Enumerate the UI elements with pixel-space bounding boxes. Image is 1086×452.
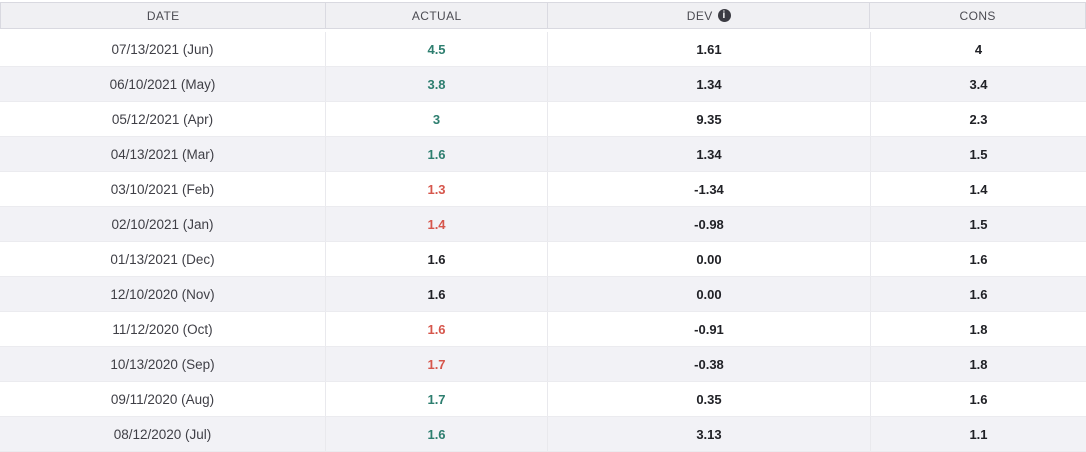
column-header-date: DATE (1, 3, 325, 28)
table-row: 07/13/2021 (Jun) 4.5 1.61 4 (0, 32, 1086, 67)
dev-value: 3.13 (547, 417, 870, 451)
table-row: 10/13/2020 (Sep) 1.7 -0.38 1.8 (0, 347, 1086, 382)
table-body: 07/13/2021 (Jun) 4.5 1.61 4 06/10/2021 (May)… (0, 32, 1086, 452)
actual-value: 1.7 (325, 382, 547, 416)
table-row: 11/12/2020 (Oct) 1.6 -0.91 1.8 (0, 312, 1086, 347)
actual-value: 3 (325, 102, 547, 136)
actual-value: 1.4 (325, 207, 547, 241)
column-header-label: CONS (959, 8, 996, 23)
cons-value: 1.5 (869, 137, 1086, 171)
date-cell: 05/12/2021 (Apr) (111, 111, 214, 127)
dev-value: -0.91 (547, 312, 870, 346)
date-cell: 11/12/2020 (Oct) (112, 321, 213, 337)
cons-value: 4 (869, 32, 1086, 66)
cons-value: 1.6 (869, 242, 1086, 276)
actual-value: 1.6 (325, 277, 547, 311)
dev-value: -0.98 (547, 207, 870, 241)
table-row: 06/10/2021 (May) 3.8 1.34 3.4 (0, 67, 1086, 102)
date-cell: 02/10/2021 (Jan) (111, 216, 214, 232)
dev-value: 1.61 (547, 32, 870, 66)
actual-value: 4.5 (325, 32, 547, 66)
cons-value: 1.4 (869, 172, 1086, 206)
cons-value: 1.1 (869, 417, 1086, 451)
actual-value: 1.6 (325, 242, 547, 276)
dev-value: 1.34 (547, 137, 870, 171)
cons-value: 1.8 (869, 312, 1086, 346)
date-cell: 03/10/2021 (Feb) (110, 181, 215, 197)
cons-value: 1.6 (869, 277, 1086, 311)
column-header-label: ACTUAL (411, 8, 462, 23)
date-cell: 07/13/2021 (Jun) (111, 41, 214, 57)
column-header-label: DEV (686, 8, 713, 23)
actual-value: 1.6 (325, 312, 547, 346)
cons-value: 1.6 (869, 382, 1086, 416)
date-cell: 08/12/2020 (Jul) (113, 426, 212, 442)
actual-value: 1.6 (325, 137, 547, 171)
cons-value: 1.8 (869, 347, 1086, 381)
table-row: 05/12/2021 (Apr) 3 9.35 2.3 (0, 102, 1086, 137)
table-header-row: DATE ACTUAL DEV i CONS (0, 2, 1086, 29)
dev-value: 0.35 (547, 382, 870, 416)
date-cell: 10/13/2020 (Sep) (110, 356, 215, 372)
column-header-actual: ACTUAL (325, 3, 547, 28)
date-cell: 04/13/2021 (Mar) (110, 146, 215, 162)
table-row: 08/12/2020 (Jul) 1.6 3.13 1.1 (0, 417, 1086, 452)
dev-value: -0.38 (547, 347, 870, 381)
date-cell: 12/10/2020 (Nov) (110, 286, 215, 302)
table-row: 02/10/2021 (Jan) 1.4 -0.98 1.5 (0, 207, 1086, 242)
table-row: 03/10/2021 (Feb) 1.3 -1.34 1.4 (0, 172, 1086, 207)
info-icon[interactable]: i (717, 9, 731, 22)
table-row: 12/10/2020 (Nov) 1.6 0.00 1.6 (0, 277, 1086, 312)
dev-value: 0.00 (547, 242, 870, 276)
column-header-cons: CONS (869, 3, 1085, 28)
column-header-label: DATE (146, 8, 180, 23)
actual-value: 3.8 (325, 67, 547, 101)
actual-value: 1.3 (325, 172, 547, 206)
cons-value: 2.3 (869, 102, 1086, 136)
actual-value: 1.6 (325, 417, 547, 451)
column-header-dev: DEV i (547, 3, 869, 28)
date-cell: 09/11/2020 (Aug) (110, 391, 215, 407)
dev-value: 9.35 (547, 102, 870, 136)
table-row: 09/11/2020 (Aug) 1.7 0.35 1.6 (0, 382, 1086, 417)
dev-value: -1.34 (547, 172, 870, 206)
table-row: 01/13/2021 (Dec) 1.6 0.00 1.6 (0, 242, 1086, 277)
date-cell: 06/10/2021 (May) (109, 76, 216, 92)
cons-value: 3.4 (869, 67, 1086, 101)
cons-value: 1.5 (869, 207, 1086, 241)
actual-value: 1.7 (325, 347, 547, 381)
dev-value: 1.34 (547, 67, 870, 101)
dev-value: 0.00 (547, 277, 870, 311)
table-row: 04/13/2021 (Mar) 1.6 1.34 1.5 (0, 137, 1086, 172)
date-cell: 01/13/2021 (Dec) (110, 251, 215, 267)
